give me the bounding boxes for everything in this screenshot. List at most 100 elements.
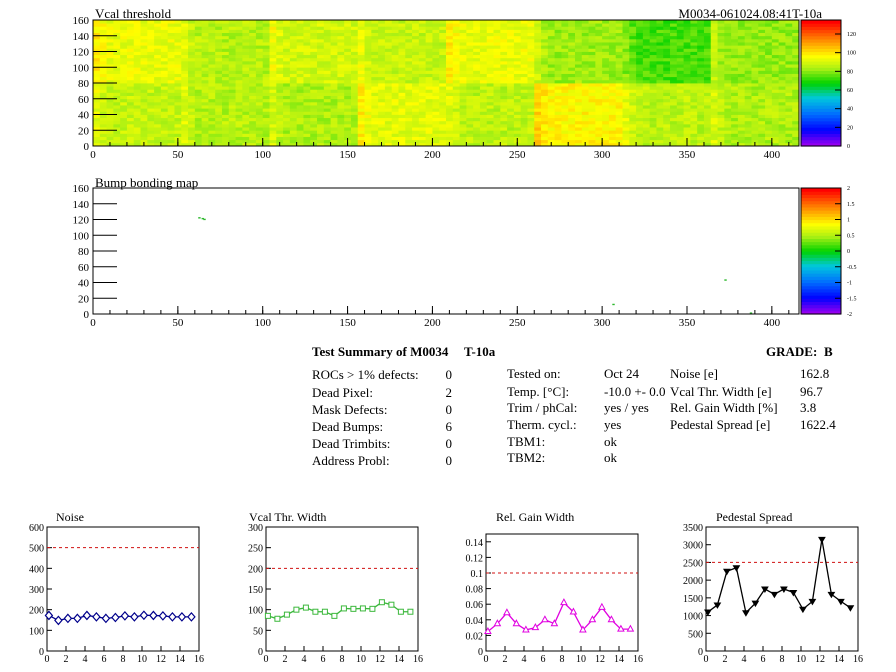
heatmap-cell <box>486 123 494 128</box>
heatmap-cell <box>412 42 420 46</box>
heatmap-cell <box>670 86 678 90</box>
y-tick-label: 300 <box>248 523 263 534</box>
heatmap-cell <box>181 108 189 112</box>
heatmap-cell <box>99 42 107 46</box>
heatmap-cell <box>167 98 175 103</box>
heatmap-cell <box>676 89 684 93</box>
heatmap-cell <box>602 35 610 40</box>
heatmap-cell <box>568 76 576 81</box>
heatmap-cell <box>568 60 576 65</box>
heatmap-cell <box>350 60 359 65</box>
heatmap-cell <box>425 23 433 27</box>
heatmap-cell <box>357 64 365 68</box>
heatmap-cell <box>615 108 623 112</box>
heatmap-cell <box>255 45 264 49</box>
heatmap-cell <box>581 32 589 37</box>
heatmap-cell <box>262 86 270 90</box>
heatmap-cell <box>310 130 318 134</box>
heatmap-cell <box>255 32 264 37</box>
heatmap-cell <box>201 54 209 59</box>
heatmap-cell <box>147 130 155 134</box>
heatmap-cell <box>473 95 481 100</box>
heatmap-cell <box>317 70 325 74</box>
heatmap-cell <box>554 142 562 147</box>
colorbar-segment <box>801 108 841 112</box>
heatmap-cell <box>581 98 589 103</box>
heatmap-cell <box>649 32 657 37</box>
data-point <box>818 536 826 544</box>
heatmap-cell <box>676 70 684 74</box>
heatmap-cell <box>418 60 427 65</box>
heatmap-cell <box>425 64 433 68</box>
heatmap-cell <box>615 48 623 52</box>
data-point <box>44 610 54 621</box>
heatmap-cell <box>615 89 623 93</box>
heatmap-cell <box>269 111 277 115</box>
heatmap-cell <box>452 64 460 68</box>
heatmap-cell <box>737 60 746 65</box>
heatmap-cell <box>283 35 291 40</box>
heatmap-cell <box>581 70 589 74</box>
heatmap-cell <box>656 86 664 90</box>
heatmap-cell <box>310 139 318 144</box>
heatmap-cell <box>310 38 318 43</box>
heatmap-cell <box>765 35 773 40</box>
heatmap-cell <box>425 38 433 43</box>
heatmap-cell <box>113 127 121 131</box>
heatmap-cell <box>255 29 264 33</box>
heatmap-cell <box>561 35 569 40</box>
heatmap-cell <box>418 29 427 33</box>
heatmap-cell <box>350 130 359 134</box>
heatmap-cell <box>323 70 331 74</box>
heatmap-cell <box>120 57 128 62</box>
heatmap-cell <box>636 142 644 147</box>
heatmap-cell <box>378 95 386 100</box>
heatmap-cell <box>608 108 617 112</box>
heatmap-cell <box>106 123 114 128</box>
heatmap-cell <box>425 120 433 125</box>
heatmap-cell <box>751 89 759 93</box>
heatmap-cell <box>581 95 589 100</box>
heatmap-cell <box>269 35 277 40</box>
heatmap-cell <box>154 114 162 119</box>
heatmap-cell <box>710 114 718 119</box>
heatmap-cell <box>418 127 427 131</box>
heatmap-cell <box>581 76 589 81</box>
heatmap-cell <box>588 54 596 59</box>
heatmap-cell <box>425 51 433 56</box>
x-tick-label: 0 <box>90 149 96 161</box>
heatmap-cell <box>588 73 596 78</box>
heatmap-cell <box>622 136 630 141</box>
heatmap-cell <box>269 130 277 134</box>
heatmap-cell <box>106 64 114 68</box>
heatmap-cell <box>703 54 712 59</box>
heatmap-cell <box>350 48 359 52</box>
heatmap-cell <box>676 101 684 106</box>
heatmap-cell <box>765 76 773 81</box>
heatmap-cell <box>357 95 365 100</box>
heatmap-cell <box>106 51 114 56</box>
heatmap-cell <box>446 130 454 134</box>
heatmap-cell <box>507 26 515 30</box>
heatmap-cell <box>459 29 467 33</box>
heatmap-cell <box>595 29 603 33</box>
heatmap-cell <box>541 60 549 65</box>
heatmap-cell <box>649 120 657 125</box>
heatmap-cell <box>412 32 420 37</box>
heatmap-cell <box>276 108 284 112</box>
heatmap-cell <box>228 29 236 33</box>
heatmap-cell <box>255 139 264 144</box>
heatmap-cell <box>717 35 725 40</box>
heatmap-cell <box>792 26 800 30</box>
heatmap-cell <box>527 79 535 84</box>
heatmap-cell <box>595 92 603 96</box>
heatmap-cell <box>744 89 752 93</box>
heatmap-cell <box>513 108 522 112</box>
colorbar-tick-label: 1.5 <box>847 202 855 208</box>
heatmap-cell <box>581 117 589 122</box>
heatmap-cell <box>737 79 746 84</box>
heatmap-cell <box>255 133 264 137</box>
heatmap-cell <box>296 79 304 84</box>
heatmap-cell <box>194 89 203 93</box>
heatmap-cell <box>174 83 182 87</box>
